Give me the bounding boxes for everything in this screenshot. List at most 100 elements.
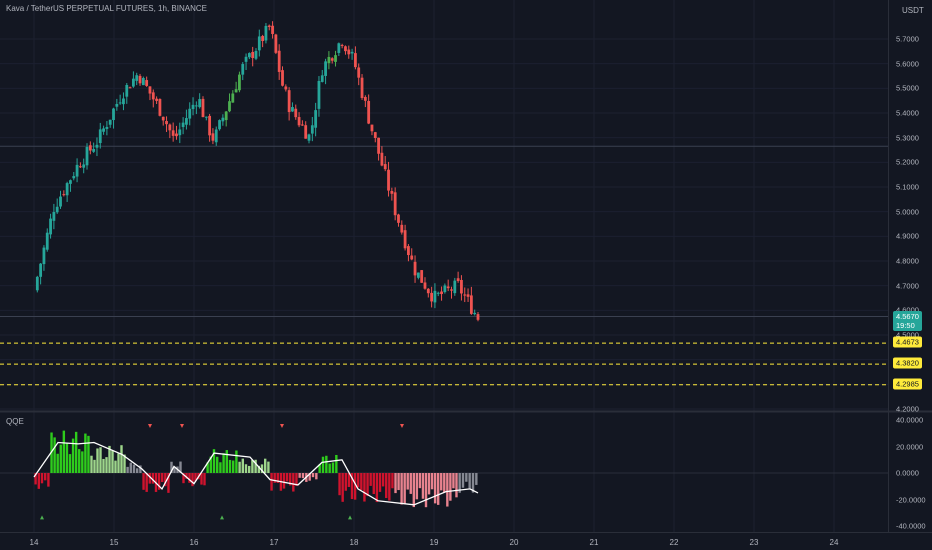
candle-body [251, 51, 255, 59]
qqe-histogram-bar [424, 473, 428, 508]
qqe-histogram-bar [412, 473, 416, 508]
qqe-histogram-bar [378, 473, 382, 492]
qqe-histogram-bar [430, 473, 434, 490]
qqe-histogram-bar [440, 473, 443, 491]
current-price-value: 4.5670 [896, 312, 919, 321]
qqe-histogram-bar [375, 473, 379, 503]
qqe-histogram-bar [90, 455, 93, 473]
indicator-label[interactable]: QQE [6, 417, 24, 426]
qqe-histogram-bar [338, 473, 341, 496]
candle-body [360, 77, 364, 98]
candle-body [102, 128, 105, 132]
qqe-histogram-bar [235, 450, 238, 473]
candle-body [148, 86, 152, 94]
price-tick-label: 5.6000 [896, 59, 919, 69]
time-tick-label: 22 [669, 538, 679, 547]
qqe-histogram-bar [353, 473, 357, 500]
candle-body [274, 34, 278, 53]
qqe-histogram-bar [347, 473, 351, 487]
candle-body [231, 93, 235, 103]
qqe-histogram-bar [78, 449, 81, 473]
qqe-histogram-bar [328, 463, 331, 473]
qqe-histogram-bar [341, 473, 344, 502]
qqe-histogram-bar [433, 473, 437, 504]
candle-body [466, 294, 470, 297]
candle-body [257, 36, 261, 51]
candle-body [387, 169, 390, 191]
candle-body [45, 232, 49, 250]
qqe-histogram-bar [471, 473, 475, 493]
qqe-histogram-bar [188, 473, 191, 483]
qqe-histogram-bar [185, 473, 188, 479]
qqe-histogram-bar [145, 473, 148, 492]
qqe-histogram-bar [238, 461, 241, 473]
candle-body [155, 98, 158, 101]
candle-body [363, 97, 367, 101]
candle-body [78, 166, 82, 168]
qqe-histogram-bar [295, 473, 298, 486]
qqe-histogram-bar [475, 473, 478, 485]
currency-label[interactable]: USDT [902, 6, 924, 15]
qqe-histogram-bar [251, 459, 254, 473]
qqe-histogram-bar [397, 473, 400, 491]
qqe-histogram-bar [179, 461, 182, 473]
qqe-histogram-bar [40, 473, 44, 484]
candle-body [59, 196, 62, 207]
candle-body [440, 291, 443, 295]
candle-body [390, 191, 394, 194]
qqe-histogram-bar [446, 473, 449, 507]
time-tick-label: 23 [749, 538, 759, 547]
candle-body [324, 61, 327, 76]
candle-body [238, 74, 241, 91]
price-tick-label: 4.5000 [896, 330, 919, 340]
time-tick-label: 16 [189, 538, 199, 547]
candle-body [105, 126, 109, 129]
qqe-histogram-bar [289, 473, 292, 486]
candle-body [128, 87, 132, 89]
price-tick-label: 5.3000 [896, 133, 919, 143]
qqe-histogram-bar [276, 473, 279, 484]
candle-body [281, 70, 284, 86]
qqe-histogram-bar [203, 473, 206, 486]
qqe-histogram-bar [357, 473, 360, 488]
candle-body [178, 129, 182, 136]
price-tick-label: 4.8000 [896, 256, 919, 266]
candle-body [377, 137, 380, 154]
candle-body [42, 247, 46, 265]
qqe-sell-signal-marker [180, 423, 184, 428]
qqe-histogram-bar [298, 473, 301, 478]
qqe-histogram-bar [461, 473, 465, 488]
candle-body [55, 206, 59, 213]
candle-body [145, 80, 149, 86]
time-tick-label: 17 [269, 538, 279, 547]
candle-body [453, 280, 457, 294]
candle-body [201, 98, 205, 118]
candle-body [49, 218, 52, 235]
qqe-histogram-bar [105, 457, 108, 473]
qqe-histogram-bar [264, 458, 267, 473]
qqe-buy-signal-marker [220, 515, 224, 520]
candle-body [218, 120, 221, 130]
qqe-histogram-bar [87, 435, 90, 473]
candle-body [52, 212, 56, 221]
candle-body [135, 75, 139, 81]
qqe-histogram-bar [363, 473, 366, 502]
candle-body [72, 176, 76, 179]
qqe-histogram-bar [167, 473, 170, 493]
candle-body [416, 272, 420, 278]
qqe-histogram-bar [385, 473, 388, 499]
candle-countdown: 19:50 [896, 321, 915, 330]
qqe-histogram-bar [93, 459, 96, 473]
candle-body [191, 104, 195, 110]
candle-body [82, 164, 86, 168]
candle-body [446, 286, 450, 289]
qqe-histogram-bar [344, 473, 347, 491]
candle-body [314, 110, 318, 128]
candle-body [450, 289, 453, 291]
candle-body [69, 180, 72, 184]
qqe-sell-signal-marker [400, 423, 404, 428]
candle-body [95, 144, 99, 148]
candle-body [340, 45, 344, 47]
qqe-histogram-bar [74, 431, 78, 473]
